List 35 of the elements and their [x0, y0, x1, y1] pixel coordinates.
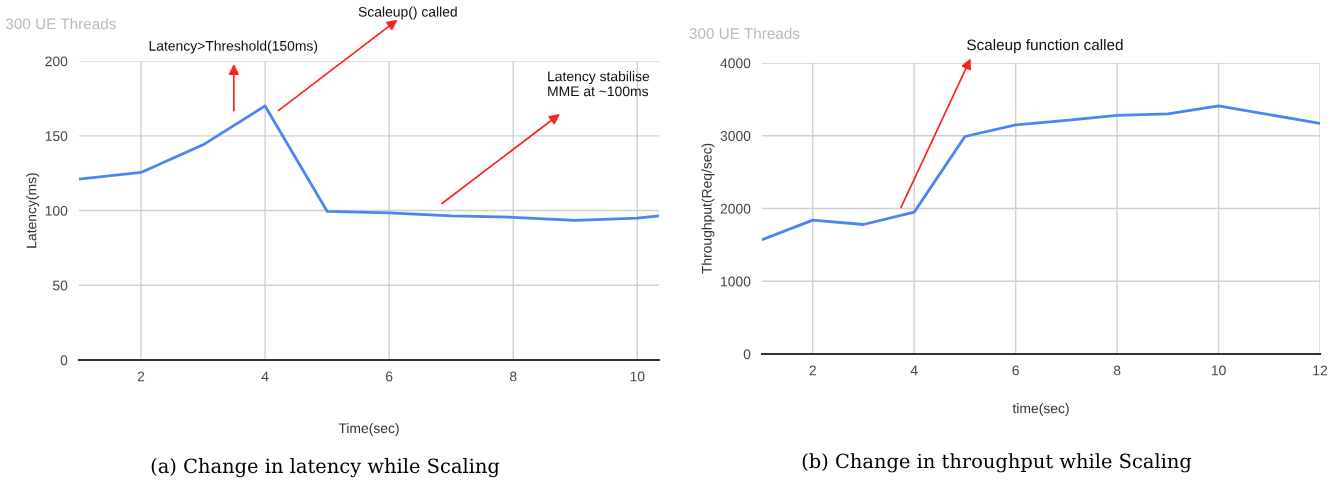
y-tick-label: 0 [743, 349, 751, 360]
x-tick-label: 2 [809, 365, 816, 376]
y-tick-label: 3000 [720, 131, 751, 141]
y-tick-label: 150 [45, 131, 68, 142]
line-series [762, 104, 1321, 242]
text: Scaleup function called [967, 39, 1123, 54]
text: Scaleup() called [358, 6, 457, 20]
text: (b) Change in throughput while Scaling [802, 453, 1192, 473]
x-tick-label: 6 [385, 371, 393, 382]
x-axis-title: Time(sec) [338, 422, 399, 436]
chart-title: 300 UE Threads [689, 27, 800, 39]
text: Latency>Threshold(150ms) [149, 40, 318, 54]
x-tick-label: 10 [630, 371, 645, 382]
y-tick-label: 4000 [720, 58, 751, 69]
x-tick-label: 4 [261, 371, 269, 382]
line-series [78, 104, 660, 222]
annotation: Latency stabilise MME at ~100ms [548, 71, 650, 97]
y-tick-label: 50 [52, 280, 68, 291]
y-tick-label: 2000 [720, 203, 751, 214]
x-tick-label: 4 [910, 365, 918, 376]
chart-title: 300 UE Threads [5, 18, 116, 30]
x-tick-label: 8 [509, 371, 517, 382]
text: (a) Change in latency while Scaling [151, 458, 500, 478]
y-axis-title: Throughput(Req/sec) [701, 143, 715, 274]
x-tick-label: 2 [137, 371, 145, 382]
y-tick-label: 1000 [721, 276, 751, 287]
y-tick-label: 100 [45, 205, 68, 216]
x-tick-label: 12 [1313, 365, 1328, 376]
x-tick-label: 10 [1211, 365, 1226, 376]
x-tick-label: 8 [1113, 365, 1121, 376]
x-axis-title: time(sec) [1012, 403, 1069, 416]
x-tick-label: 6 [1012, 365, 1019, 376]
y-tick-label: 200 [45, 56, 68, 67]
y-tick-label: 0 [60, 355, 68, 366]
y-axis-title: Latency(ms) [26, 173, 40, 248]
